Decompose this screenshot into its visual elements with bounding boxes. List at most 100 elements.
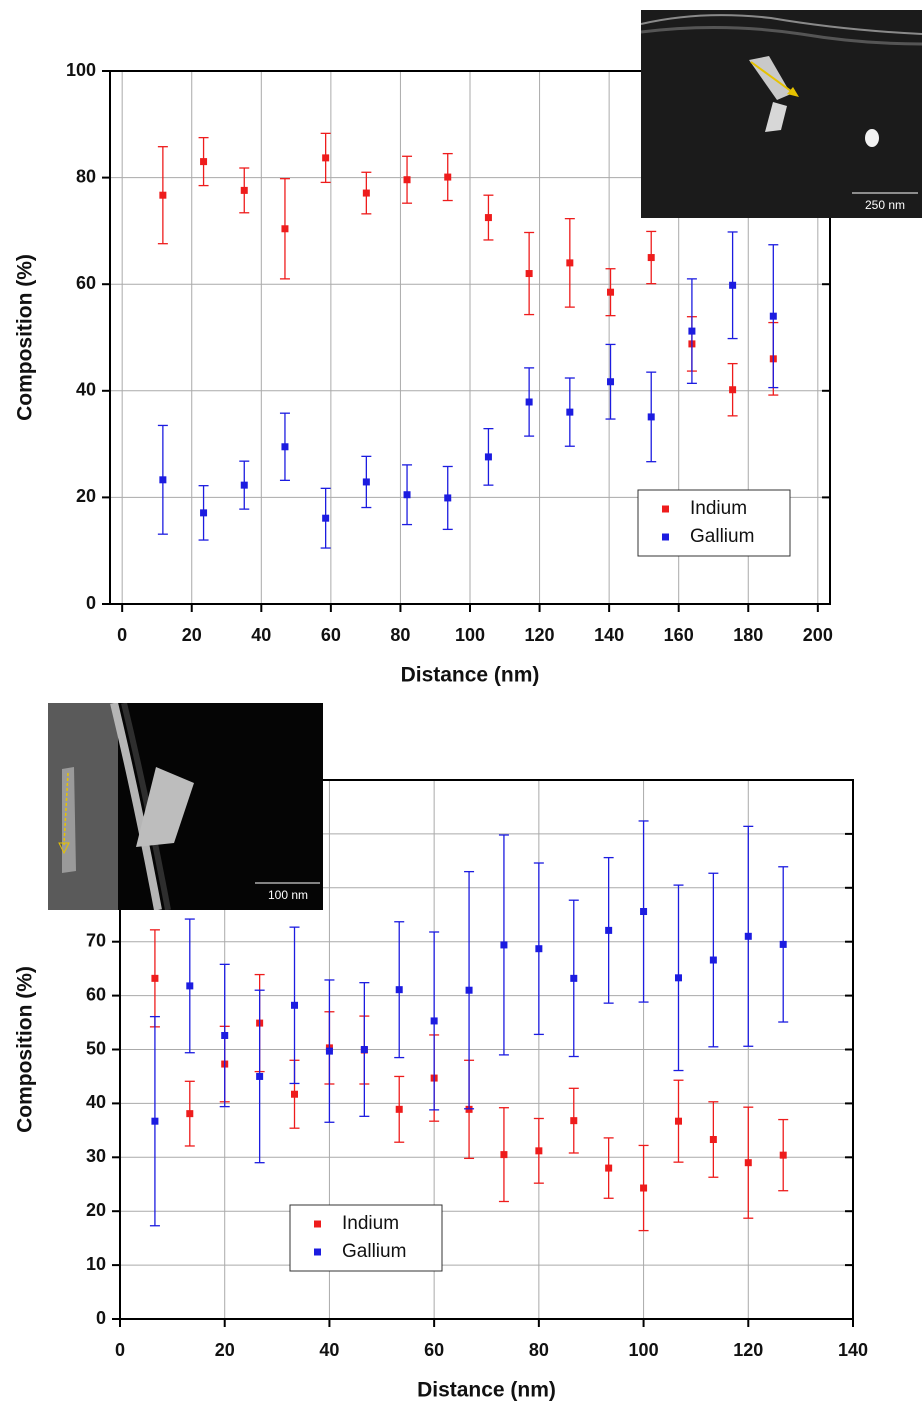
y-tick-label: 0	[86, 593, 96, 613]
marker	[444, 173, 452, 181]
marker	[159, 476, 167, 484]
marker	[291, 1090, 299, 1098]
x-tick-label: 40	[319, 1340, 339, 1360]
legend-label: Indium	[342, 1213, 399, 1234]
x-tick-label: 100	[629, 1340, 659, 1360]
legend-marker	[314, 1220, 321, 1228]
marker	[240, 481, 248, 489]
inset-particle	[62, 767, 76, 873]
legend-box	[637, 489, 791, 557]
marker	[484, 214, 492, 222]
marker	[535, 945, 543, 953]
x-tick-label: 80	[390, 625, 410, 645]
marker	[322, 514, 330, 522]
marker	[566, 259, 574, 267]
sem-inset-1: 250 nm	[641, 10, 922, 218]
marker	[200, 509, 208, 517]
legend-label: Gallium	[690, 526, 754, 547]
x-tick-label: 20	[182, 625, 202, 645]
y-tick-label: 0	[96, 1308, 106, 1328]
x-tick-label: 120	[525, 625, 555, 645]
x-axis-title: Distance (nm)	[417, 1379, 556, 1402]
marker	[362, 478, 370, 486]
sem-inset-2: 100 nm	[48, 703, 323, 910]
inset-edge	[641, 25, 922, 46]
legend-label: Indium	[690, 498, 747, 519]
marker	[291, 1001, 299, 1009]
marker	[221, 1031, 229, 1039]
marker	[395, 1105, 403, 1113]
marker	[688, 327, 696, 335]
y-axis-title: Composition (%)	[14, 966, 37, 1133]
marker	[566, 408, 574, 416]
marker	[281, 443, 289, 451]
y-tick-label: 60	[76, 273, 96, 293]
inset-edge	[110, 703, 162, 910]
legend-box	[289, 1204, 443, 1272]
x-tick-label: 40	[251, 625, 271, 645]
x-tick-label: 0	[115, 1340, 125, 1360]
y-tick-label: 60	[86, 984, 106, 1004]
x-tick-label: 160	[664, 625, 694, 645]
x-tick-label: 140	[838, 1340, 868, 1360]
x-tick-label: 200	[803, 625, 833, 645]
marker	[744, 932, 752, 940]
legend-label: Gallium	[342, 1241, 406, 1262]
marker	[769, 312, 777, 320]
marker	[674, 974, 682, 982]
inset-particle	[136, 767, 194, 847]
marker	[607, 378, 615, 386]
marker	[403, 176, 411, 184]
marker	[605, 1164, 613, 1172]
inset-particle	[865, 129, 879, 147]
y-tick-label: 50	[86, 1038, 106, 1058]
marker	[360, 1046, 368, 1053]
marker	[240, 186, 248, 194]
y-tick-label: 20	[76, 486, 96, 506]
marker	[535, 1147, 543, 1155]
marker	[362, 189, 370, 197]
y-tick-label: 30	[86, 1146, 106, 1166]
inset-arrow-head	[58, 842, 70, 855]
marker	[709, 1136, 717, 1144]
marker	[779, 1151, 787, 1159]
marker	[570, 974, 578, 982]
marker	[403, 491, 411, 499]
y-tick-label: 40	[76, 380, 96, 400]
marker	[570, 1117, 578, 1125]
marker	[729, 281, 737, 289]
y-tick-label: 40	[86, 1092, 106, 1112]
y-tick-label: 10	[86, 1254, 106, 1274]
marker	[484, 453, 492, 461]
x-tick-label: 60	[424, 1340, 444, 1360]
plot-frame	[119, 779, 854, 1320]
x-axis-title: Distance (nm)	[401, 664, 540, 687]
marker	[779, 940, 787, 948]
marker	[500, 1151, 508, 1159]
marker	[647, 254, 655, 262]
y-axis-title: Composition (%)	[14, 254, 37, 421]
marker	[500, 941, 508, 949]
inset-arrow-head	[787, 87, 799, 97]
marker	[430, 1017, 438, 1025]
legend-marker	[662, 505, 669, 513]
legend-marker	[662, 533, 669, 541]
inset-edge	[641, 14, 922, 35]
marker	[395, 986, 403, 994]
marker	[674, 1117, 682, 1125]
marker	[151, 1117, 159, 1125]
marker	[151, 974, 159, 982]
marker	[640, 1184, 648, 1192]
marker	[186, 982, 194, 990]
marker	[709, 956, 717, 964]
y-tick-label: 70	[86, 930, 106, 950]
x-tick-label: 60	[321, 625, 341, 645]
x-tick-label: 100	[455, 625, 485, 645]
inset-substrate	[48, 703, 118, 910]
marker	[159, 191, 167, 199]
marker	[525, 398, 533, 406]
legend-marker	[314, 1248, 321, 1256]
marker	[322, 154, 330, 162]
x-tick-label: 20	[215, 1340, 235, 1360]
